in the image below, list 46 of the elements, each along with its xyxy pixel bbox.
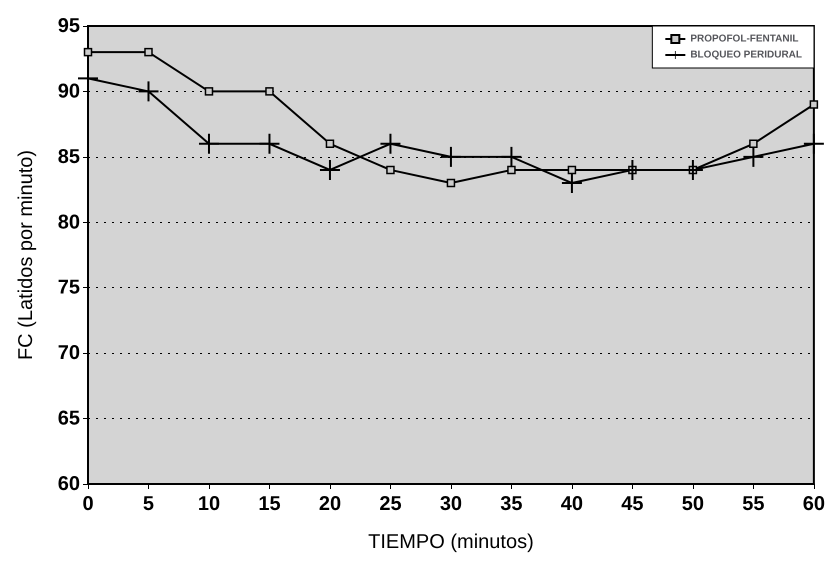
point	[204, 87, 214, 96]
y-tick-label: 65	[58, 408, 80, 430]
y-tick-label: 90	[58, 80, 80, 102]
point	[84, 48, 92, 56]
point	[568, 166, 576, 174]
x-tick-label: 45	[621, 493, 644, 515]
x-tick-label: 60	[802, 493, 825, 515]
point	[138, 81, 158, 102]
point	[804, 134, 824, 154]
legend-label: PROPOFOL-FENTANIL	[690, 34, 798, 44]
point	[501, 146, 522, 167]
point	[144, 48, 153, 56]
x-tick-label: 40	[560, 493, 584, 515]
y-tick-label: 95	[58, 15, 80, 37]
x-tick-label: 30	[440, 493, 462, 515]
point	[265, 87, 274, 96]
y-tick-label: 70	[58, 342, 80, 364]
point	[446, 178, 456, 188]
y-tick-label: 80	[58, 211, 80, 234]
point	[259, 134, 280, 154]
x-tick-label: 50	[682, 493, 704, 515]
x-tick-label: 5	[142, 493, 154, 515]
point	[326, 140, 334, 148]
y-tick-label: 75	[58, 276, 80, 299]
x-tick-label: 35	[500, 493, 523, 515]
point	[743, 146, 764, 167]
point	[507, 166, 516, 174]
x-tick-label: 20	[318, 493, 342, 515]
legend-label: BLOQUEO PERIDURAL	[690, 50, 802, 60]
y-tick-label: 85	[58, 146, 80, 168]
x-tick-label: 10	[198, 493, 220, 515]
y-tick-label: 60	[58, 473, 80, 495]
point	[440, 146, 461, 167]
point	[749, 140, 758, 148]
point	[320, 160, 340, 180]
point	[562, 173, 582, 194]
x-axis-title: TIEMPO (minutos)	[368, 531, 534, 553]
point	[380, 134, 400, 154]
x-tick-label: 55	[742, 493, 765, 515]
y-axis-title: FC (Latidos por minuto)	[15, 150, 37, 360]
point	[386, 166, 395, 174]
x-tick-label: 0	[82, 493, 94, 515]
x-tick-label: 15	[258, 493, 281, 515]
point	[198, 134, 219, 154]
point	[810, 100, 818, 109]
x-tick-label: 25	[379, 493, 402, 515]
